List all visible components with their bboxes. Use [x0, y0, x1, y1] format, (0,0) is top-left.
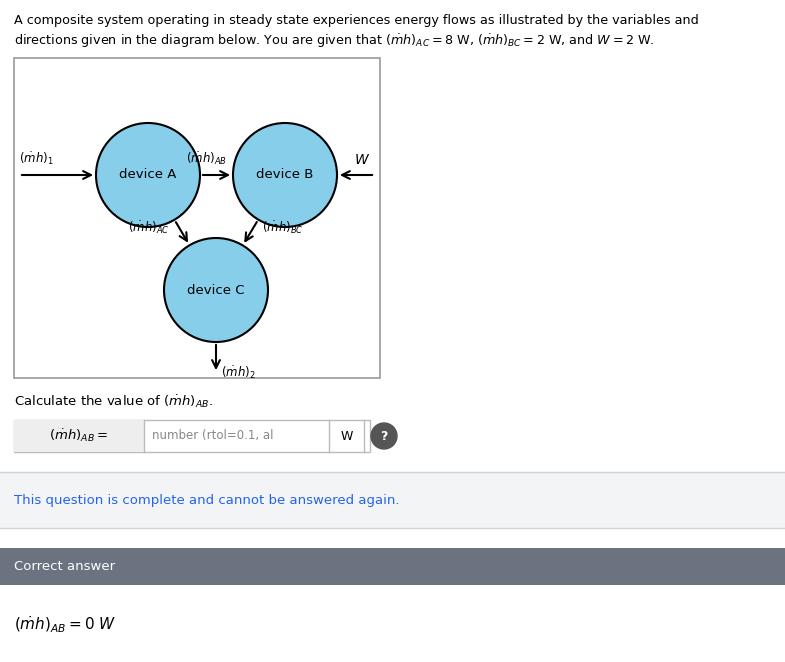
Bar	[14, 420, 370, 452]
Text: A composite system operating in steady state experiences energy flows as illustr: A composite system operating in steady s…	[14, 14, 699, 27]
Circle shape	[233, 123, 337, 227]
Text: Correct answer: Correct answer	[14, 560, 115, 573]
Circle shape	[164, 238, 268, 342]
Text: device A: device A	[119, 169, 177, 181]
Text: W: W	[341, 430, 352, 442]
Text: This question is complete and cannot be answered again.: This question is complete and cannot be …	[14, 494, 400, 507]
Text: ?: ?	[380, 430, 388, 442]
Circle shape	[96, 123, 200, 227]
Circle shape	[371, 423, 397, 449]
Bar	[0, 473, 785, 528]
Text: $(\dot{m}h)_1$: $(\dot{m}h)_1$	[19, 150, 53, 167]
Text: $(\dot{m}h)_{AC}$: $(\dot{m}h)_{AC}$	[129, 219, 170, 236]
Text: directions given in the diagram below. You are given that $(\dot{m}h)_{AC} = 8$ : directions given in the diagram below. Y…	[14, 32, 655, 50]
Text: $(\dot{m}h)_{AB} = 0$ W: $(\dot{m}h)_{AB} = 0$ W	[14, 615, 116, 635]
Bar	[14, 58, 380, 378]
Text: $(\dot{m}h)_{AB}$: $(\dot{m}h)_{AB}$	[186, 150, 227, 167]
Text: $(\dot{m}h)_{AB} =$: $(\dot{m}h)_{AB} =$	[49, 428, 108, 444]
Text: Calculate the value of $(\dot{m}h)_{AB}$.: Calculate the value of $(\dot{m}h)_{AB}$…	[14, 393, 213, 410]
Text: $(\dot{m}h)_2$: $(\dot{m}h)_2$	[221, 364, 256, 381]
Text: number (rtol=0.1, al: number (rtol=0.1, al	[152, 430, 273, 442]
Text: device C: device C	[188, 283, 245, 297]
Bar	[0, 548, 785, 585]
Bar	[14, 420, 144, 452]
Text: $W$: $W$	[354, 153, 370, 167]
Text: $(\dot{m}h)_{BC}$: $(\dot{m}h)_{BC}$	[262, 219, 304, 236]
Text: device B: device B	[257, 169, 314, 181]
